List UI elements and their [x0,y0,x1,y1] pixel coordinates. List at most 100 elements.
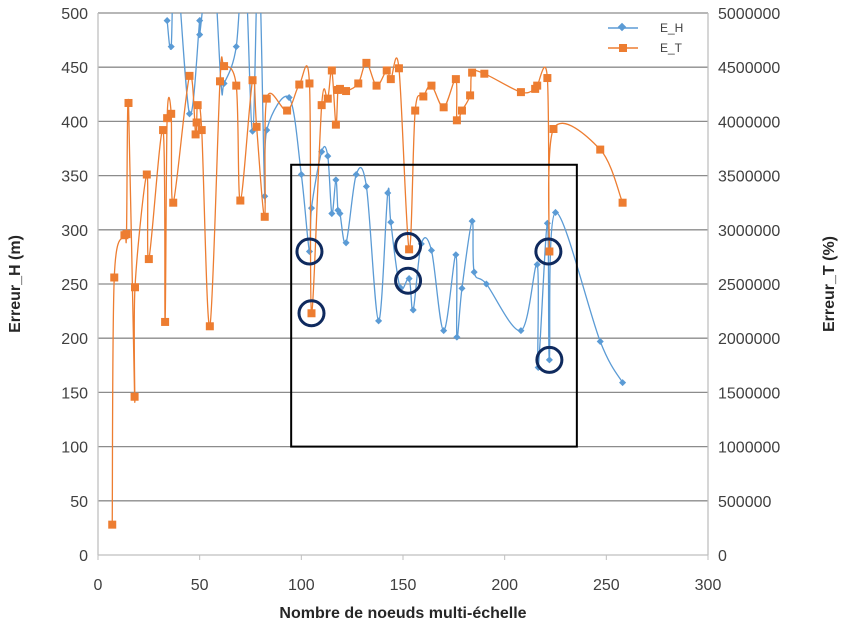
data-point [551,208,560,216]
data-point [386,75,395,84]
legend-marker-e-t [619,44,627,52]
y2-tick-label: 500000 [718,494,771,511]
data-point [480,69,489,78]
y-axis-left-ticks: 0 50 100 150 200 250 300 350 400 450 500 [61,6,88,565]
data-point [191,130,200,139]
data-point [384,189,392,197]
data-point [362,182,370,190]
data-point [533,260,541,269]
x-tick-label: 0 [94,577,103,594]
data-point [167,109,176,118]
data-point [405,245,414,254]
x-tick-label: 100 [288,577,315,594]
highlight-circle [394,266,423,295]
x-tick-label: 50 [191,577,209,594]
data-point [342,87,351,96]
series-line [166,13,624,383]
data-point [232,81,241,90]
data-point [159,126,168,135]
data-point [324,152,332,160]
data-point [352,170,360,179]
data-point [305,79,314,88]
data-point [328,210,336,218]
data-point [411,106,420,115]
data-point [331,120,340,129]
data-point [452,251,460,259]
data-point [295,80,304,89]
legend: E_H E_T [608,21,683,55]
data-point [169,198,178,207]
x-tick-label: 300 [695,577,722,594]
data-point [549,124,558,133]
y2-tick-label: 1000000 [718,440,780,457]
data-point [543,219,551,227]
data-point [142,170,151,179]
data-point [161,317,170,326]
x-axis-title: Nombre de noeuds multi-échelle [279,605,526,622]
data-point [193,101,202,110]
data-point [220,62,229,71]
data-point [342,239,350,247]
data-point [335,84,344,93]
y-tick-label: 300 [61,223,88,240]
data-point [283,106,292,115]
data-point [419,92,428,101]
data-point [305,247,314,256]
gridlines [97,12,709,560]
legend-label-e-h: E_H [660,21,683,35]
highlight-circle [535,345,564,374]
x-tick-label: 150 [390,577,417,594]
x-tick-label: 250 [593,577,620,594]
data-point [482,280,490,288]
data-point [382,66,391,75]
data-point [260,212,269,221]
highlight-circle [394,232,423,261]
legend-marker-e-h [617,22,627,32]
data-point [452,116,461,125]
data-point [468,217,476,225]
data-point [394,64,403,73]
data-point [362,58,371,67]
data-point [596,337,604,345]
y-tick-label: 500 [61,6,88,23]
data-point [327,66,336,75]
data-point [545,356,553,364]
y-tick-label: 450 [61,60,88,77]
data-point [205,322,214,331]
x-axis-ticks: 0 50 100 150 200 250 300 [94,577,722,594]
y-tick-label: 100 [61,440,88,457]
data-point [192,118,201,127]
y2-tick-label: 5000000 [718,6,780,23]
data-point [185,110,194,118]
data-point [185,71,194,80]
annotations [290,163,578,448]
data-point [108,520,117,529]
data-point [332,176,340,184]
legend-label-e-t: E_T [660,41,683,55]
data-point [144,255,153,264]
y-tick-label: 0 [79,548,88,565]
data-point [440,327,448,335]
data-point [409,306,417,314]
y-tick-label: 50 [70,494,88,511]
y2-tick-label: 2000000 [718,331,780,348]
data-point [354,79,363,88]
data-point [167,43,175,51]
data-point [297,170,305,179]
data-point [248,76,257,85]
highlight-circle [297,299,326,328]
x-tick-label: 200 [491,577,518,594]
y2-tick-label: 4500000 [718,60,780,77]
data-point [375,317,383,325]
data-point [458,284,466,292]
data-point [131,283,140,292]
data-point [196,17,204,25]
data-point [618,198,627,207]
data-point [110,273,119,282]
data-point [451,75,460,84]
data-point [216,77,224,86]
data-point [470,268,478,276]
data-point [545,247,554,256]
data-point [596,145,605,154]
y-axis-right-ticks: 0 500000 1000000 1500000 2000000 2500000 30000… [718,6,780,565]
